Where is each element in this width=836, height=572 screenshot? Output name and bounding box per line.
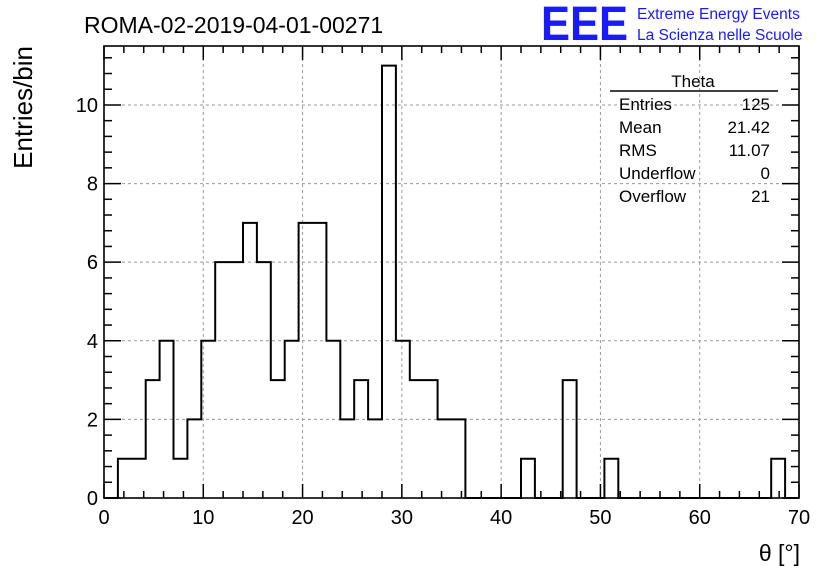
- stats-label: RMS: [619, 141, 657, 160]
- logo-line-1: Extreme Energy Events: [637, 6, 800, 23]
- stats-value: 21.42: [727, 118, 770, 137]
- chart-title: ROMA-02-2019-04-01-00271: [84, 12, 383, 38]
- x-tick-label: 70: [788, 507, 810, 529]
- y-tick-label: 6: [87, 252, 98, 274]
- y-axis-label: Entries/bin: [8, 46, 38, 169]
- y-tick-label: 0: [87, 488, 98, 510]
- stats-label: Entries: [619, 95, 672, 114]
- x-tick-label: 10: [192, 507, 214, 529]
- plot-frame: [103, 45, 800, 499]
- y-tick-label: 8: [87, 174, 98, 196]
- axis-ticks: [103, 46, 800, 499]
- y-tick-label: 4: [87, 331, 98, 353]
- x-tick-label: 60: [689, 507, 711, 529]
- stats-label: Mean: [619, 118, 662, 137]
- x-tick-label: 50: [589, 507, 611, 529]
- x-tick-label: 20: [291, 507, 313, 529]
- stats-label: Overflow: [619, 187, 687, 206]
- tick-labels: 0 10 20 30 40 50 60 70 0 2 4 6 8 10: [76, 95, 810, 529]
- eee-logo: EEE Extreme Energy Events La Scienza nel…: [541, 0, 802, 51]
- x-axis-label: θ [°]: [759, 540, 800, 566]
- stats-name: Theta: [671, 72, 715, 91]
- x-tick-label: 30: [391, 507, 413, 529]
- y-tick-label: 10: [76, 95, 98, 117]
- stats-label: Underflow: [619, 164, 696, 183]
- x-tick-label: 40: [490, 507, 512, 529]
- y-tick-label: 2: [87, 409, 98, 431]
- logo-line-2: La Scienza nelle Scuole: [637, 27, 802, 44]
- stats-value: 21: [751, 187, 770, 206]
- stats-value: 125: [742, 95, 770, 114]
- stats-rows: Entries 125 Mean 21.42 RMS 11.07 Underflow 0 Ove…: [619, 95, 770, 206]
- stats-value: 0: [761, 164, 770, 183]
- x-tick-label: 0: [98, 507, 109, 529]
- stats-value: 11.07: [729, 141, 770, 160]
- stats-box: Theta Entries 125 Mean 21.42 RMS 11.07 Underfl…: [610, 72, 778, 206]
- logo-mark: EEE: [541, 0, 628, 51]
